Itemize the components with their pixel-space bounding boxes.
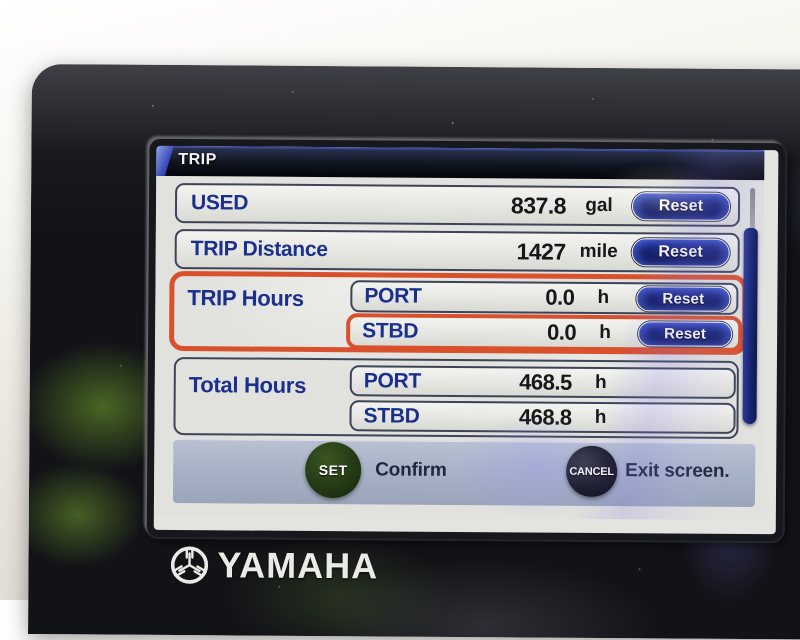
trip-hours-port-unit: h xyxy=(574,287,632,309)
yamaha-emblem-icon xyxy=(169,545,209,585)
total-hours-port-unit: h xyxy=(572,371,630,393)
fuel-used-value: 837.8 xyxy=(448,191,566,219)
screen-header: TRIP xyxy=(156,146,764,180)
cancel-button[interactable]: CANCEL xyxy=(566,446,617,497)
stbd-engine-label: STBD xyxy=(362,319,448,344)
trip-hours-stbd-row-selected[interactable]: STBD 0.0 h Reset xyxy=(346,313,742,352)
confirm-label: Confirm xyxy=(375,459,447,481)
display-screen: TRIP USED 837.8 gal Reset TRIP Distance … xyxy=(147,139,786,541)
total-hours-label: Total Hours xyxy=(189,372,306,399)
trip-distance-value: 1427 xyxy=(448,237,566,265)
reset-port-hours-button[interactable]: Reset xyxy=(636,286,730,312)
tab-accent xyxy=(156,146,174,176)
trip-hours-stbd-unit: h xyxy=(576,322,634,344)
total-hours-port-row: PORT 468.5 h xyxy=(350,365,736,399)
trip-hours-port-row[interactable]: PORT 0.0 h Reset xyxy=(350,280,738,315)
trip-hours-stbd-value: 0.0 xyxy=(448,319,576,346)
scrollbar-thumb[interactable] xyxy=(743,228,758,424)
tab-trip: TRIP xyxy=(178,151,217,169)
reset-fuel-button[interactable]: Reset xyxy=(632,192,730,221)
trip-distance-label: TRIP Distance xyxy=(191,237,328,262)
total-hours-stbd-value: 468.8 xyxy=(449,403,571,430)
fuel-used-unit: gal xyxy=(566,195,632,217)
stbd-engine-label: STBD xyxy=(363,404,449,429)
total-hours-stbd-unit: h xyxy=(571,406,629,428)
port-engine-label: PORT xyxy=(364,369,450,394)
dust-speckles xyxy=(32,64,34,66)
trip-hours-port-value: 0.0 xyxy=(450,284,574,311)
trip-hours-label: TRIP Hours xyxy=(187,285,304,312)
trip-distance-row: TRIP Distance 1427 mile Reset xyxy=(175,229,740,273)
total-hours-stbd-row: STBD 468.8 h xyxy=(349,400,735,434)
fuel-used-label: USED xyxy=(191,191,248,215)
lcd-panel: TRIP USED 837.8 gal Reset TRIP Distance … xyxy=(154,146,765,520)
exit-screen-label: Exit screen. xyxy=(625,460,729,483)
fuel-used-row: USED 837.8 gal Reset xyxy=(175,183,740,227)
reset-distance-button[interactable]: Reset xyxy=(632,238,730,267)
reset-stbd-hours-button[interactable]: Reset xyxy=(638,321,732,347)
total-hours-port-value: 468.5 xyxy=(450,368,572,395)
trip-hours-section: TRIP Hours PORT 0.0 h Reset STBD 0.0 h R… xyxy=(169,271,748,355)
trip-distance-unit: mile xyxy=(566,241,632,263)
device-bezel: TRIP USED 837.8 gal Reset TRIP Distance … xyxy=(28,64,800,640)
set-button[interactable]: SET xyxy=(305,442,361,498)
total-hours-section: Total Hours PORT 468.5 h STBD 468.8 h xyxy=(173,357,739,439)
yamaha-wordmark: YAMAHA xyxy=(217,544,378,587)
yamaha-logo: YAMAHA xyxy=(169,544,378,587)
port-engine-label: PORT xyxy=(364,284,450,309)
footer-bar: SET Confirm CANCEL Exit screen. xyxy=(173,439,755,507)
